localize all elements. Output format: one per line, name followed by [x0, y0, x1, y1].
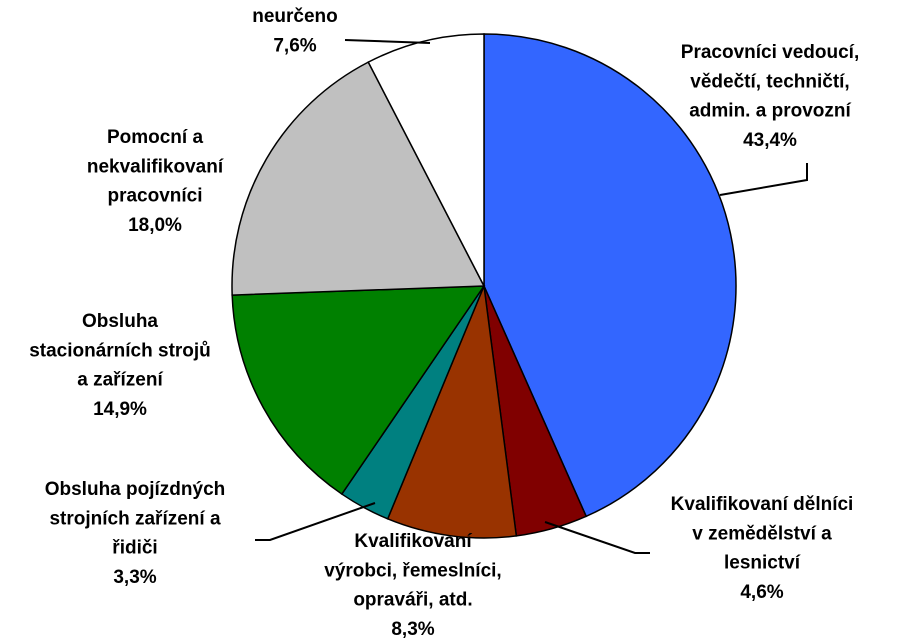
label-line: a zařízení: [77, 370, 163, 391]
leader-line: [544, 521, 650, 554]
label-line: v zemědělství a: [692, 523, 832, 544]
label-line: vědečtí, techničtí,: [690, 71, 849, 92]
value-label: 43,4%: [743, 130, 797, 151]
label-line: Pomocní a: [107, 127, 204, 148]
pie-slice: [386, 283, 518, 539]
leader-line: [719, 163, 808, 196]
slice-label: Pracovníci vedoucí, vědečtí, techničtí, ad…: [681, 42, 859, 122]
label-line: nekvalifikovaní: [87, 156, 224, 177]
label-line: lesnictví: [724, 553, 801, 574]
label-line: řidiči: [112, 538, 157, 559]
value-label: 4,6%: [740, 582, 783, 603]
pie-slice: [231, 61, 486, 296]
pie-slice: [367, 33, 485, 287]
value-label: 14,9%: [93, 399, 147, 420]
label-line: Obsluha pojízdných: [45, 479, 226, 500]
label-line: výrobci, řemeslníci,: [324, 560, 501, 581]
value-label: 8,3%: [391, 619, 434, 640]
label-line: stacionárních strojů: [29, 340, 211, 361]
slice-label: Kvalifikovaní dělníci v zemědělství a lesn…: [671, 494, 854, 574]
value-label: 18,0%: [128, 215, 182, 236]
leader-line: [344, 39, 431, 44]
slice-label: Kvalifikovaní výrobci, řemeslníci, opravář…: [324, 531, 501, 611]
label-line: pracovníci: [107, 186, 202, 207]
slice-label: Obsluha stacionárních strojů a zařízení: [29, 311, 211, 391]
slice-label: neurčeno: [252, 6, 338, 27]
label-line: Kvalifikovaní: [354, 531, 472, 552]
pie-slice: [483, 33, 737, 518]
label-line: strojních zařízení a: [49, 508, 220, 529]
leader-line: [255, 502, 376, 541]
label-line: opraváři, atd.: [353, 590, 472, 611]
label-line: Kvalifikovaní dělníci: [671, 494, 854, 515]
label-line: admin. a provozní: [689, 101, 851, 122]
value-label: 7,6%: [273, 35, 316, 56]
pie-slice: [231, 285, 486, 496]
value-label: 3,3%: [113, 567, 156, 588]
label-line: Obsluha: [82, 311, 158, 332]
slice-label: Obsluha pojízdných strojních zařízení a ři…: [45, 479, 226, 559]
label-line: neurčeno: [252, 6, 338, 27]
label-line: Pracovníci vedoucí,: [681, 42, 859, 63]
slice-label: Pomocní a nekvalifikovaní pracovníci: [87, 127, 224, 207]
